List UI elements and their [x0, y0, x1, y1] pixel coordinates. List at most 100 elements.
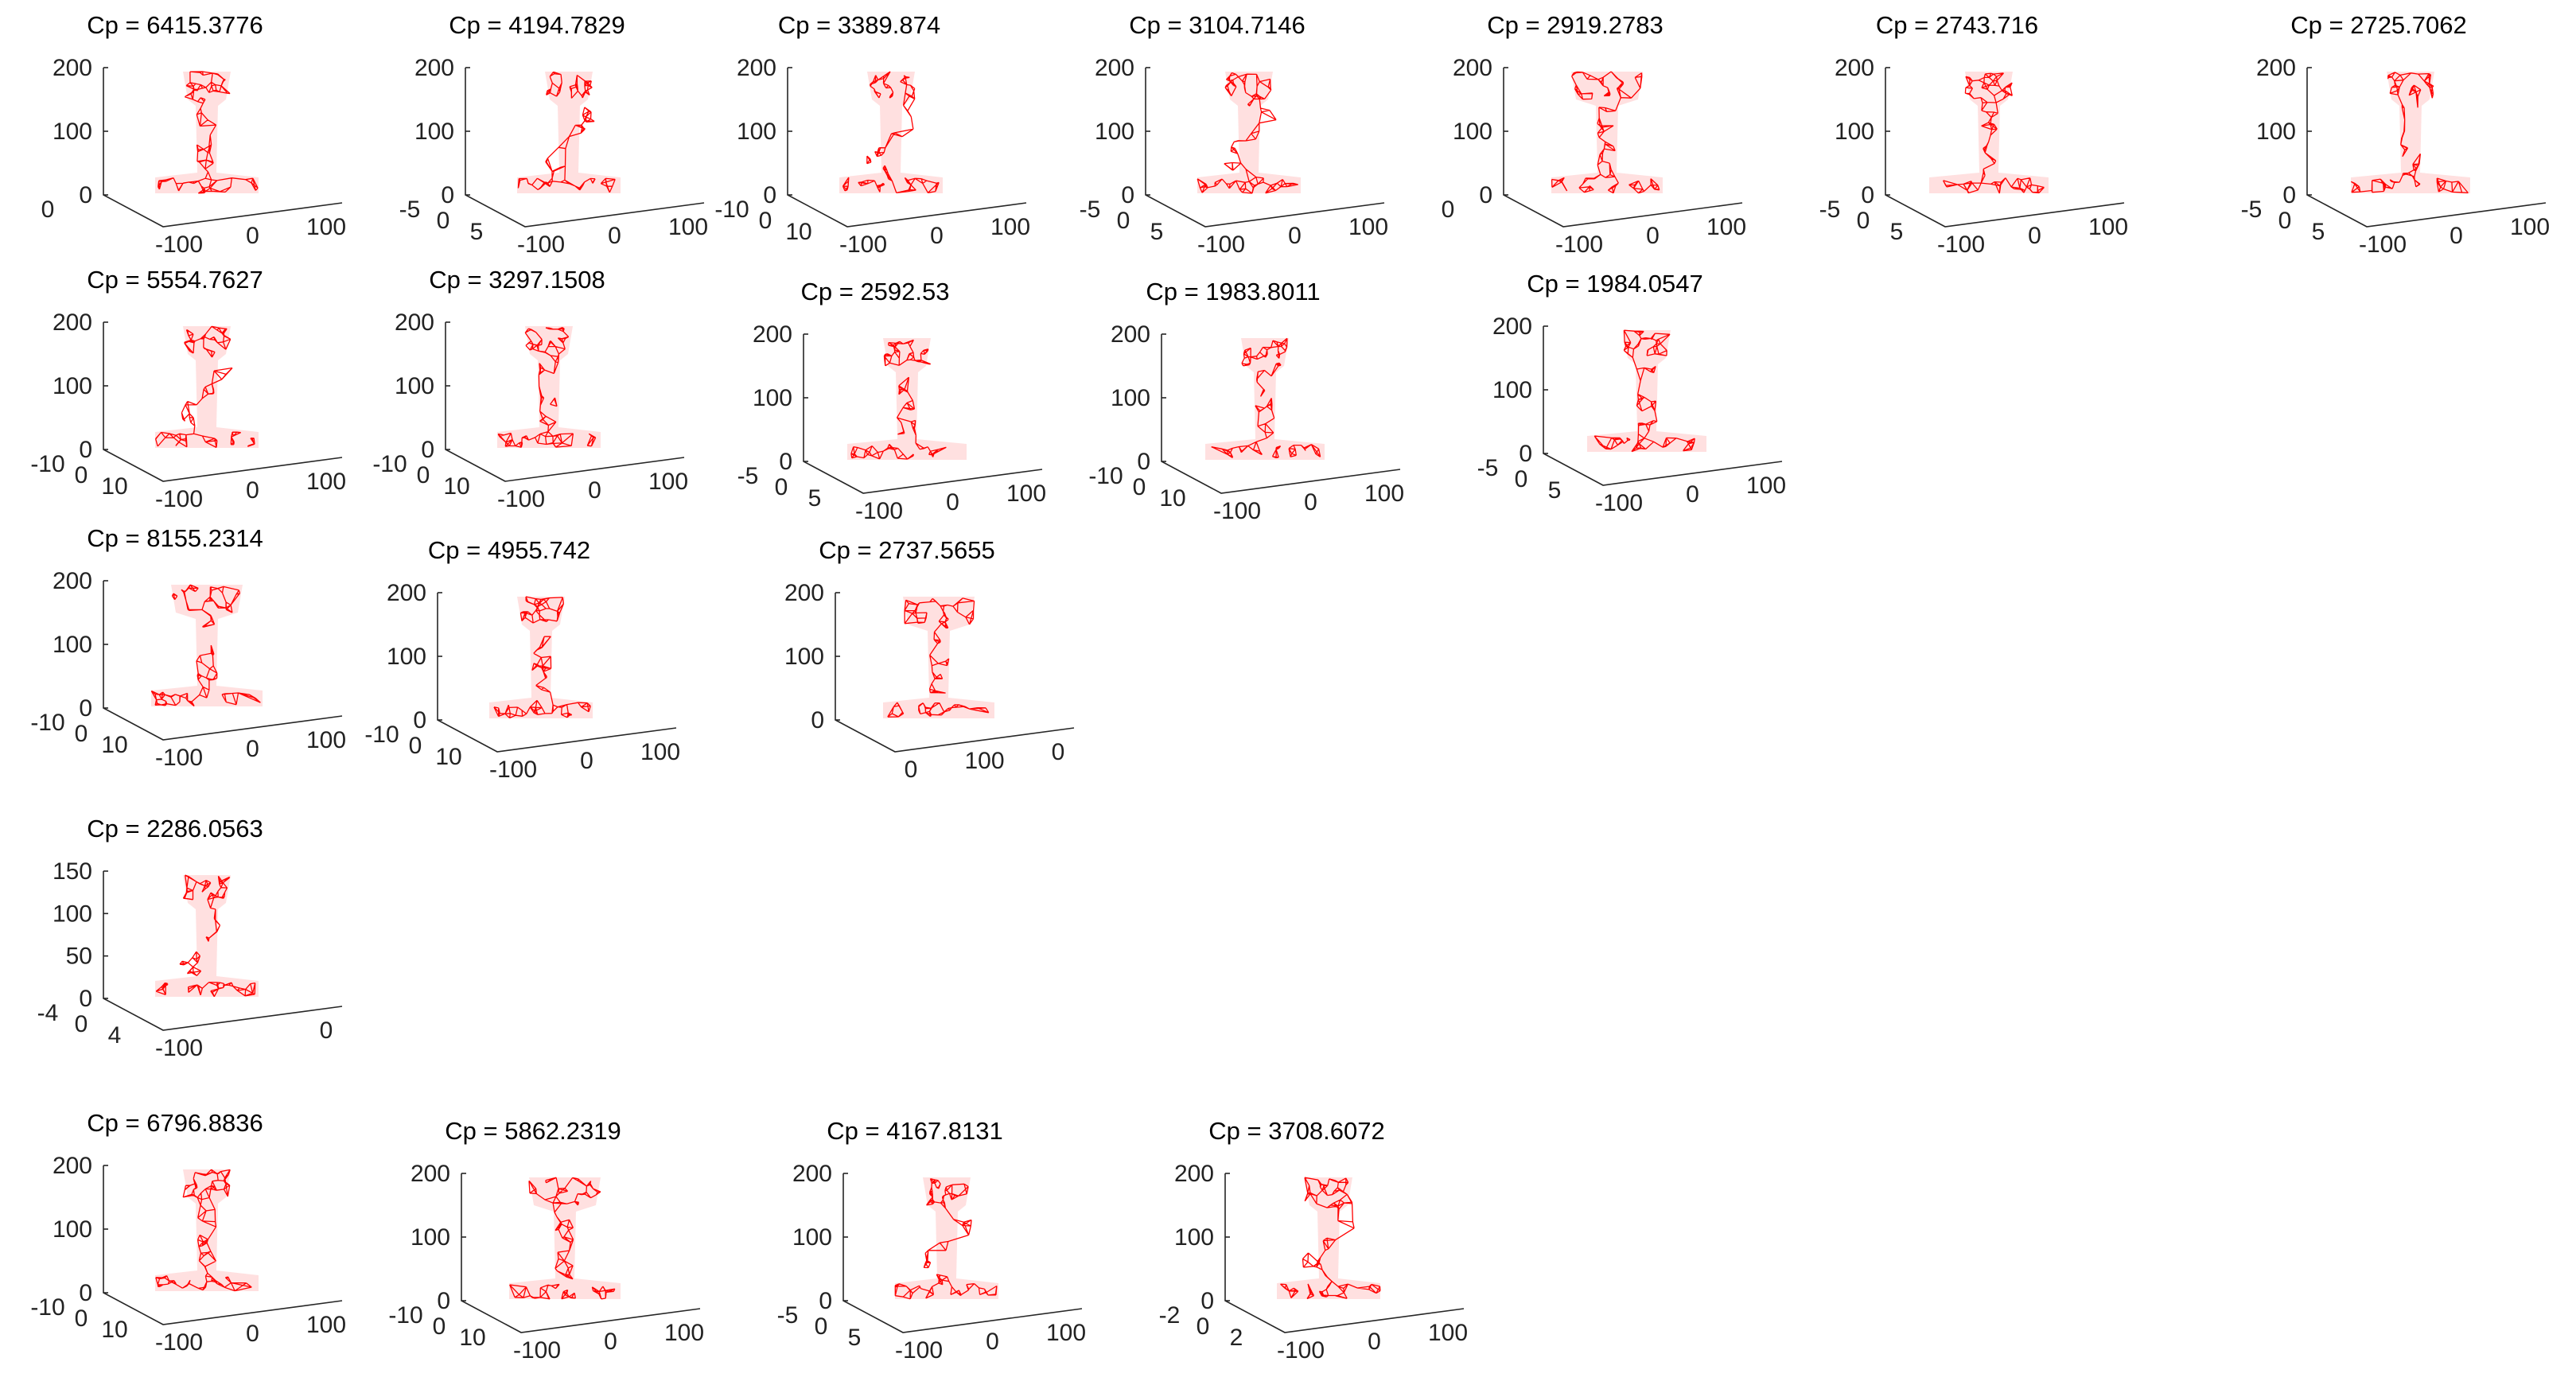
z-tick-label-5-2: 100: [1453, 119, 1492, 145]
x-tick-label-19-3: 100: [1046, 1320, 1086, 1346]
y-tick-label-7-1: -5: [2241, 196, 2263, 223]
x-tick-label-12-1: -100: [1595, 490, 1643, 516]
y-tick-label-14-1: -10: [364, 722, 399, 748]
x-tick-label-4-2: 0: [1288, 223, 1302, 249]
x-tick-label-11-3: 100: [1364, 481, 1404, 507]
x-tick-label-6-3: 100: [2088, 214, 2128, 240]
y-tick-label-6-3: 5: [1890, 219, 1904, 245]
x-tick-label-3-3: 100: [990, 214, 1030, 240]
z-tick-label-10-1: 0: [779, 449, 792, 475]
y-tick-label-9-3: 10: [443, 473, 469, 500]
z-tick-label-1-1: 0: [79, 182, 92, 208]
z-tick-label-14-3: 200: [387, 580, 426, 606]
x-tick-label-5-2: 0: [1646, 223, 1660, 249]
z-tick-label-15-3: 200: [784, 580, 824, 606]
x-tick-label-5-1: -100: [1555, 231, 1603, 258]
y-tick-label-17-2: 0: [75, 1305, 88, 1332]
y-tick-label-19-3: 5: [848, 1325, 862, 1351]
mesh-surface-16: [155, 874, 256, 998]
x-tick-label-4-1: -100: [1197, 231, 1245, 258]
z-tick-label-16-4: 150: [53, 858, 92, 885]
x-tick-label-17-3: 100: [306, 1312, 346, 1338]
subplot-title-5: Cp = 2919.2783: [1487, 11, 1664, 39]
y-tick-label-16-1: -4: [37, 1000, 59, 1026]
z-tick-label-9-1: 0: [421, 437, 434, 463]
y-tick-label-2-1: -5: [399, 196, 421, 223]
y-tick-label-8-3: 10: [101, 473, 127, 500]
y-tick-label-19-2: 0: [815, 1313, 828, 1340]
x-tick-label-9-1: -100: [497, 486, 545, 512]
x-tick-label-12-3: 100: [1746, 473, 1786, 499]
mesh-surface-18: [509, 1177, 616, 1300]
y-tick-label-14-3: 10: [435, 744, 461, 770]
z-tick-label-18-3: 200: [411, 1161, 450, 1187]
z-tick-label-18-1: 0: [437, 1288, 450, 1314]
y-tick-label-5-1: 0: [1442, 196, 1455, 223]
subplot-title-7: Cp = 2725.7062: [2290, 11, 2467, 39]
x-tick-label-20-3: 100: [1428, 1320, 1468, 1346]
z-tick-label-19-1: 0: [819, 1288, 832, 1314]
y-tick-label-9-1: -10: [372, 451, 407, 477]
x-tick-label-18-1: -100: [513, 1337, 561, 1364]
mesh-surface-1: [158, 71, 259, 194]
x-tick-label-8-2: 0: [246, 477, 259, 504]
z-tick-label-11-1: 0: [1137, 449, 1150, 475]
z-tick-label-7-2: 100: [2256, 119, 2296, 145]
z-tick-label-12-1: 0: [1519, 441, 1532, 467]
subplot-title-6: Cp = 2743.716: [1876, 11, 2038, 39]
y-tick-label-7-2: 0: [2278, 208, 2292, 234]
rail-silhouette-13: [151, 585, 263, 706]
x-tick-label-1-2: 0: [246, 223, 259, 249]
z-tick-label-12-3: 200: [1492, 313, 1532, 340]
x-tick-label-6-2: 0: [2028, 223, 2041, 249]
z-tick-label-13-3: 200: [53, 568, 92, 594]
z-tick-label-17-3: 200: [53, 1153, 92, 1179]
y-tick-label-13-2: 0: [75, 721, 88, 747]
y-tick-label-4-3: 5: [1150, 219, 1164, 245]
z-tick-label-16-1: 0: [79, 986, 92, 1012]
z-tick-label-20-2: 100: [1174, 1224, 1214, 1251]
x-tick-label-13-3: 100: [306, 727, 346, 753]
y-tick-label-16-2: 0: [75, 1011, 88, 1037]
z-tick-label-10-3: 200: [753, 321, 792, 348]
mesh-surface-6: [1943, 72, 2045, 194]
subplot-15: Cp = 2737.5655 0 100 200 0 100 0: [784, 536, 1075, 783]
z-tick-label-8-2: 100: [53, 373, 92, 399]
mesh-surface-10: [850, 339, 947, 460]
mesh-surface-13: [150, 584, 261, 707]
z-tick-label-20-1: 0: [1200, 1288, 1214, 1314]
mesh-surface-2: [517, 71, 616, 193]
x-tick-label-19-2: 0: [986, 1329, 999, 1355]
subplot-title-13: Cp = 8155.2314: [87, 524, 263, 552]
z-tick-label-18-2: 100: [411, 1224, 450, 1251]
x-tick-label-8-3: 100: [306, 469, 346, 495]
y-tick-label-6-1: -5: [1819, 196, 1841, 223]
x-tick-label-5-3: 100: [1706, 214, 1746, 240]
x-tick-label-4-3: 100: [1348, 214, 1388, 240]
z-tick-label-14-1: 0: [413, 707, 426, 733]
subplot-title-14: Cp = 4955.742: [428, 536, 590, 564]
mesh-surface-11: [1211, 337, 1321, 459]
y-tick-label-20-1: -2: [1159, 1302, 1181, 1329]
x-tick-label-7-1: -100: [2359, 231, 2407, 258]
z-tick-label-20-3: 200: [1174, 1161, 1214, 1187]
rail-silhouette-16: [155, 875, 259, 997]
z-tick-label-15-1: 0: [811, 707, 824, 733]
subplot-title-11: Cp = 1983.8011: [1146, 278, 1320, 305]
y-tick-label-8-1: -10: [30, 451, 64, 477]
x-tick-label-15-1: 0: [905, 757, 918, 783]
x-tick-label-1-3: 100: [306, 214, 346, 240]
subplot-title-4: Cp = 3104.7146: [1129, 11, 1306, 39]
subplot-title-8: Cp = 5554.7627: [87, 266, 263, 294]
x-tick-label-13-2: 0: [246, 736, 259, 762]
y-tick-label-2-2: 0: [437, 208, 450, 234]
x-tick-label-2-2: 0: [608, 223, 621, 249]
x-tick-label-14-2: 0: [580, 748, 593, 774]
z-tick-label-10-2: 100: [753, 385, 792, 411]
z-tick-label-8-3: 200: [53, 309, 92, 336]
